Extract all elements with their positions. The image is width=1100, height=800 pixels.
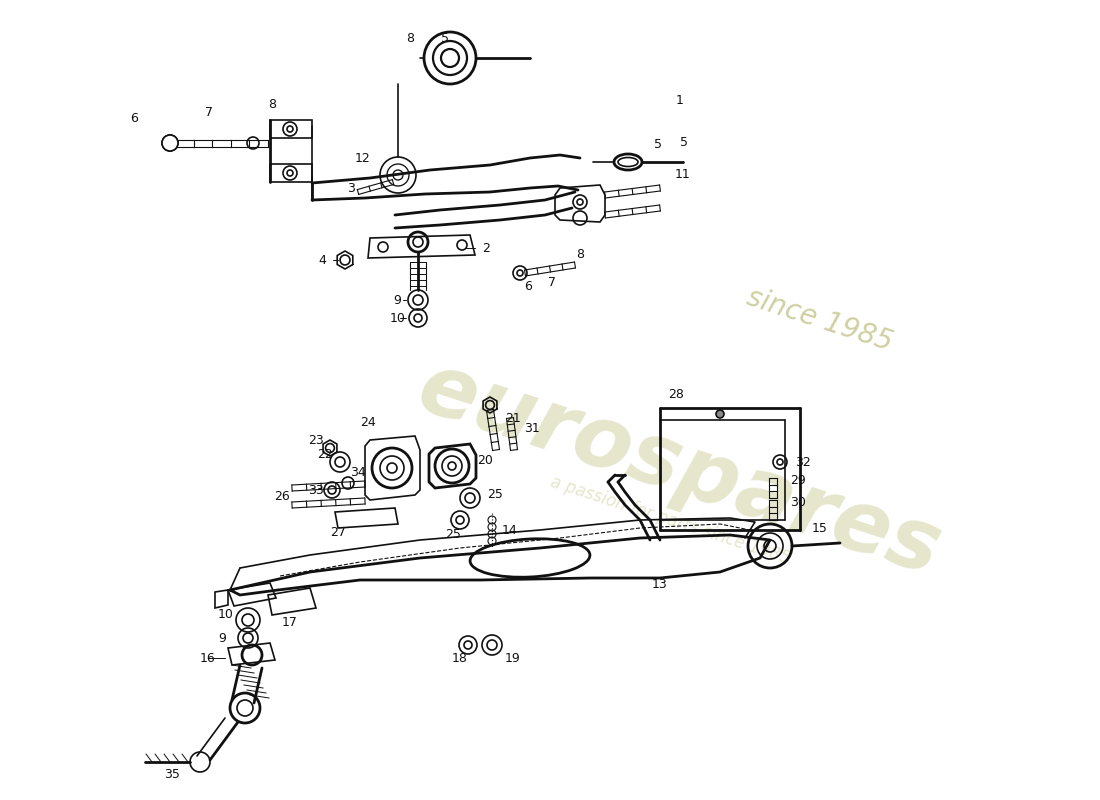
Text: 35: 35 xyxy=(164,769,180,782)
Text: 13: 13 xyxy=(652,578,668,591)
Text: 34: 34 xyxy=(350,466,365,478)
Text: 31: 31 xyxy=(524,422,540,434)
Text: 30: 30 xyxy=(790,497,806,510)
Text: 17: 17 xyxy=(282,617,298,630)
Text: 25: 25 xyxy=(487,489,503,502)
Text: 12: 12 xyxy=(354,151,370,165)
Text: 10: 10 xyxy=(218,609,234,622)
Text: 7: 7 xyxy=(205,106,213,118)
Text: 7: 7 xyxy=(548,275,556,289)
Text: 25: 25 xyxy=(446,529,461,542)
Text: 29: 29 xyxy=(790,474,805,487)
Text: a passion for parts since 1985: a passion for parts since 1985 xyxy=(548,473,792,567)
Text: 18: 18 xyxy=(452,651,468,665)
Text: eurospares: eurospares xyxy=(408,346,952,594)
Text: 27: 27 xyxy=(330,526,345,538)
Text: 8: 8 xyxy=(576,249,584,262)
Text: 2: 2 xyxy=(482,242,490,254)
Circle shape xyxy=(162,135,178,151)
Text: 28: 28 xyxy=(668,389,684,402)
Text: 24: 24 xyxy=(360,415,376,429)
Text: 26: 26 xyxy=(274,490,289,502)
Text: 8: 8 xyxy=(268,98,276,111)
Text: 4: 4 xyxy=(318,254,326,266)
Text: 1: 1 xyxy=(676,94,684,106)
Text: 11: 11 xyxy=(675,169,691,182)
Text: 33: 33 xyxy=(308,483,323,497)
Text: 5: 5 xyxy=(441,31,449,45)
Text: since 1985: since 1985 xyxy=(744,283,896,357)
Text: 15: 15 xyxy=(812,522,828,534)
Text: 21: 21 xyxy=(505,411,520,425)
Text: 19: 19 xyxy=(505,651,520,665)
Text: 14: 14 xyxy=(502,523,518,537)
Text: 5: 5 xyxy=(680,135,688,149)
Text: 10: 10 xyxy=(390,311,406,325)
Text: 32: 32 xyxy=(795,455,811,469)
Text: 16: 16 xyxy=(200,651,216,665)
Text: 22: 22 xyxy=(317,449,332,462)
Text: 6: 6 xyxy=(130,111,138,125)
Text: 9: 9 xyxy=(218,631,226,645)
Text: 9: 9 xyxy=(393,294,400,306)
Text: 8: 8 xyxy=(406,31,414,45)
Text: 20: 20 xyxy=(477,454,493,466)
Text: 3: 3 xyxy=(348,182,355,194)
Text: 6: 6 xyxy=(524,279,532,293)
Circle shape xyxy=(716,410,724,418)
Text: 23: 23 xyxy=(308,434,323,446)
Text: 5: 5 xyxy=(654,138,662,151)
